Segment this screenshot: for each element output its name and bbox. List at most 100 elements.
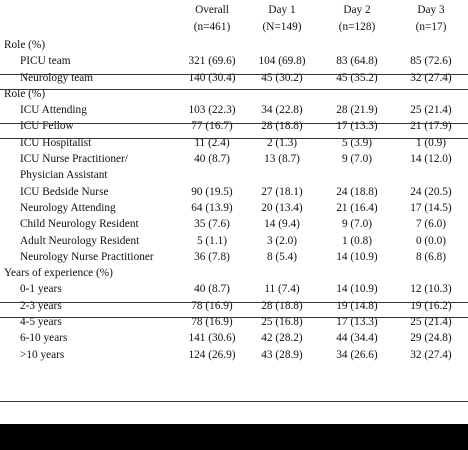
table-cell: 17 (13.3) [336,120,378,133]
table-row: 2-3 years 78 (16.9) 28 (18.8) 19 (14.8) 19 (… [0,298,468,314]
row-label: Adult Neurology Resident [20,234,140,247]
table-cell: 9 (7.0) [341,153,373,166]
row-label: PICU team [20,55,71,68]
table-row: PICU team 321 (69.6) 104 (69.8) 83 (64.8) 85… [0,53,468,69]
table-cell: 20 (13.4) [261,201,303,214]
table-cell: 32 (27.4) [410,348,452,361]
table-cell: 14 (10.9) [336,250,378,263]
row-label: 6-10 years [20,332,68,345]
table-cell: 36 (7.8) [194,250,230,263]
row-label: ICU Fellow [20,120,74,133]
demographics-table: Overall Day 1 Day 2 Day 3 (n=461) (N=149… [0,3,468,402]
table-cell: 29 (24.8) [410,332,452,345]
table-cell: 35 (7.6) [194,218,230,231]
table-cell: 40 (8.7) [194,153,230,166]
table-bottom-rule [0,401,468,402]
table-cell: 83 (64.8) [336,55,378,68]
table-cell: 8 (5.4) [266,250,298,263]
table-row: Neurology team 140 (30.4) 45 (30.2) 45 (35.… [0,70,468,86]
section-underline [0,138,468,139]
table-cell: 2 (1.3) [266,136,298,149]
section-header-row: Role (%) [0,86,468,102]
table-cell: 11 (2.4) [194,136,230,149]
table-cell: 28 (21.9) [336,104,378,117]
table-cell: 14 (10.9) [336,283,378,296]
col-header-day1: Day 1 [268,4,296,16]
table-cell: 5 (1.1) [196,234,228,247]
table-cell: 124 (26.9) [188,348,236,361]
row-label: Child Neurology Resident [20,218,139,231]
table-cell: 85 (72.6) [410,55,452,68]
table-cell: 25 (16.8) [261,316,303,329]
section-header-row: Role (%) [0,37,468,53]
table-cell: 21 (17.9) [410,120,452,133]
table-cell: 78 (16.9) [191,299,233,312]
table-cell: 103 (22.3) [188,104,236,117]
table-cell: 24 (20.5) [410,185,452,198]
row-label: ICU Bedside Nurse [20,185,109,198]
table-cell: 141 (30.6) [188,332,236,345]
table-cell: 19 (14.8) [336,299,378,312]
table-row: Neurology Nurse Practitioner 36 (7.8) 8 (5… [0,249,468,265]
table-cell: 40 (8.7) [194,283,230,296]
section-divider [0,123,468,124]
table-cell: 90 (19.5) [191,185,233,198]
table-cell: 34 (26.6) [336,348,378,361]
row-label: Neurology Nurse Practitioner [20,250,154,263]
row-label: Neurology Attending [20,201,116,214]
table-cell: 45 (35.2) [336,71,378,84]
header-row-names: Overall Day 1 Day 2 Day 3 [0,3,468,20]
table-cell: 13 (8.7) [264,153,300,166]
table-cell: 140 (30.4) [188,71,236,84]
table-row: >10 years 124 (26.9) 43 (28.9) 34 (26.6) 32 … [0,347,468,363]
col-n-day1: (N=149) [262,21,302,33]
table-cell: 14 (9.4) [264,218,300,231]
row-label: ICU Attending [20,104,87,117]
col-header-overall: Overall [195,4,229,16]
table-cell: 27 (18.1) [261,185,303,198]
table-row: Physician Assistant [0,167,468,183]
footer-bar [0,424,468,450]
table-body: Role (%) PICU team 321 (69.6) 104 (69.8) 83 … [0,37,468,363]
table-row: Child Neurology Resident 35 (7.6) 14 (9.4)… [0,216,468,232]
table-row: 0-1 years 40 (8.7) 11 (7.4) 14 (10.9) 12 (10… [0,281,468,297]
col-n-overall: (n=461) [193,21,231,33]
table-cell: 5 (3.9) [341,136,373,149]
table-cell: 25 (21.4) [410,316,452,329]
table-cell: 11 (7.4) [264,283,300,296]
col-header-day2: Day 2 [343,4,371,16]
col-n-day3: (n=17) [415,21,447,33]
section-header-row: Years of experience (%) [0,265,468,281]
table-cell: 12 (10.3) [410,283,452,296]
table-cell: 8 (6.8) [415,250,447,263]
table-cell: 64 (13.9) [191,201,233,214]
section-label: Years of experience (%) [4,267,113,280]
table-cell: 17 (14.5) [410,201,452,214]
table-row: ICU Fellow 77 (16.7) 28 (18.8) 17 (13.3) 21 … [0,118,468,134]
row-label: Physician Assistant [20,169,108,182]
section-label: Role (%) [4,39,46,51]
header-row-counts: (n=461) (N=149) (n=128) (n=17) [0,20,468,37]
table-row: Neurology Attending 64 (13.9) 20 (13.4) 21 … [0,200,468,216]
table-cell: 1 (0.8) [341,234,373,247]
table-row: ICU Hospitalist 11 (2.4) 2 (1.3) 5 (3.9) 1 (… [0,135,468,151]
table-row: 4-5 years 78 (16.9) 25 (16.8) 17 (13.3) 25 (… [0,314,468,330]
table-row: ICU Nurse Practitioner/40 (8.7) 13 (8.7) 9… [0,151,468,167]
table-cell: 14 (12.0) [410,153,452,166]
table-cell: 32 (27.4) [410,71,452,84]
table-cell: 78 (16.9) [191,316,233,329]
table-cell: 34 (22.8) [261,104,303,117]
table-cell: 321 (69.6) [188,55,236,68]
table-cell: 3 (2.0) [266,234,298,247]
col-header-day3: Day 3 [417,4,445,16]
section-label: Role (%) [4,87,46,100]
table-cell: 28 (18.8) [261,120,303,133]
table-cell: 19 (16.2) [410,299,452,312]
section-underline [0,317,468,318]
table-cell: 104 (69.8) [258,55,306,68]
table-cell: 42 (28.2) [261,332,303,345]
table-cell: 21 (16.4) [336,201,378,214]
table-cell: 24 (18.8) [336,185,378,198]
table-cell: 44 (34.4) [336,332,378,345]
table-row: Adult Neurology Resident 5 (1.1) 3 (2.0) 1 … [0,233,468,249]
